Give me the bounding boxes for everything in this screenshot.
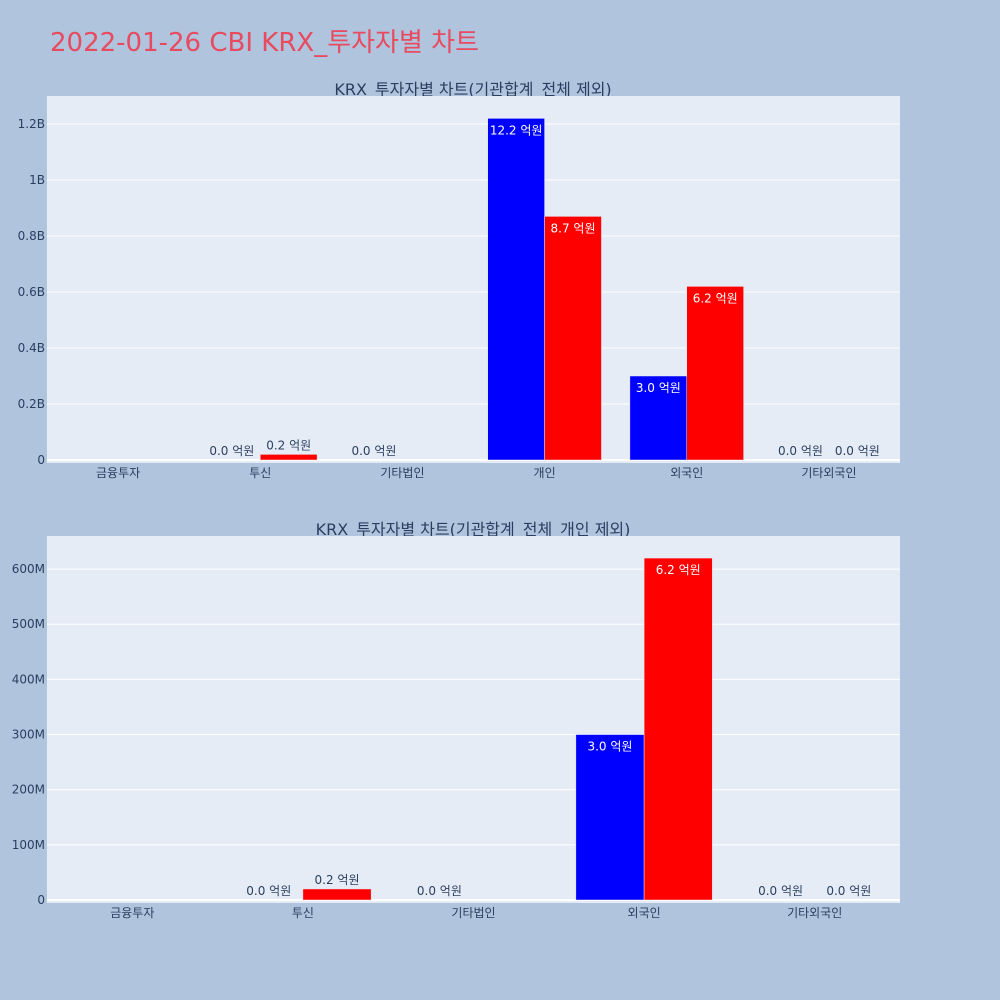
y-tick-label: 1B: [29, 173, 45, 187]
chart-title: KRX_투자자별 차트(기관합계_전체_개인 제외): [316, 520, 631, 540]
x-tick-label: 기타외국인: [787, 906, 842, 920]
y-tick-label: 300M: [12, 728, 45, 742]
bar: [487, 118, 545, 461]
data-label: 3.0 억원: [636, 381, 681, 395]
y-tick-label: 0: [37, 893, 45, 907]
data-label: 0.0 억원: [246, 884, 291, 898]
x-tick-label: 기타법인: [380, 466, 424, 480]
y-tick-label: 0: [37, 453, 45, 467]
x-tick-label: 개인: [534, 466, 556, 480]
data-label: 0.2 억원: [266, 438, 311, 452]
chart-bottom: KRX_투자자별 차트(기관합계_전체_개인 제외) 0 100M 200M 300M…: [12, 520, 900, 920]
plot-area: [47, 536, 900, 903]
chart-title: KRX_투자자별 차트(기관합계_전체 제외): [334, 80, 611, 100]
data-label: 0.0 억원: [417, 884, 462, 898]
page-title: 2022-01-26 CBI KRX_투자자별 차트: [50, 28, 479, 58]
x-tick-label: 금융투자: [110, 906, 154, 920]
data-label: 8.7 억원: [551, 221, 596, 235]
data-label: 0.0 억원: [209, 444, 254, 458]
plot-area: [47, 96, 900, 463]
x-tick-label: 외국인: [670, 466, 703, 480]
x-tick-label: 투신: [249, 466, 271, 480]
x-tick-label: 외국인: [628, 906, 661, 920]
data-label: 3.0 억원: [587, 740, 632, 754]
bar: [643, 557, 713, 901]
y-tick-label: 400M: [12, 672, 45, 686]
bar: [544, 216, 602, 461]
data-label: 6.2 억원: [656, 563, 701, 577]
y-tick-label: 100M: [12, 838, 45, 852]
chart-top: KRX_투자자별 차트(기관합계_전체 제외) 0 0.2B 0.4B 0.6B 0.8…: [18, 80, 900, 480]
y-tick-label: 0.4B: [18, 341, 45, 355]
y-tick-label: 1.2B: [18, 117, 45, 131]
x-tick-label: 기타외국인: [801, 466, 856, 480]
x-tick-label: 기타법인: [451, 906, 495, 920]
bar: [260, 454, 318, 461]
data-label: 0.0 억원: [826, 884, 871, 898]
bar: [302, 888, 372, 901]
y-tick-label: 0.8B: [18, 229, 45, 243]
data-label: 0.0 억원: [758, 884, 803, 898]
data-label: 0.2 억원: [315, 873, 360, 887]
bar: [686, 286, 744, 461]
data-label: 0.0 억원: [351, 444, 396, 458]
data-label: 6.2 억원: [693, 291, 738, 305]
y-tick-label: 500M: [12, 617, 45, 631]
y-tick-label: 0.2B: [18, 397, 45, 411]
y-tick-label: 600M: [12, 562, 45, 576]
bar: [575, 734, 645, 901]
data-label: 0.0 억원: [835, 444, 880, 458]
x-tick-label: 투신: [292, 906, 314, 920]
data-label: 0.0 억원: [778, 444, 823, 458]
x-tick-label: 금융투자: [96, 466, 140, 480]
y-tick-label: 0.6B: [18, 285, 45, 299]
y-tick-label: 200M: [12, 783, 45, 797]
bar: [629, 375, 688, 461]
data-label: 12.2 억원: [490, 123, 543, 137]
